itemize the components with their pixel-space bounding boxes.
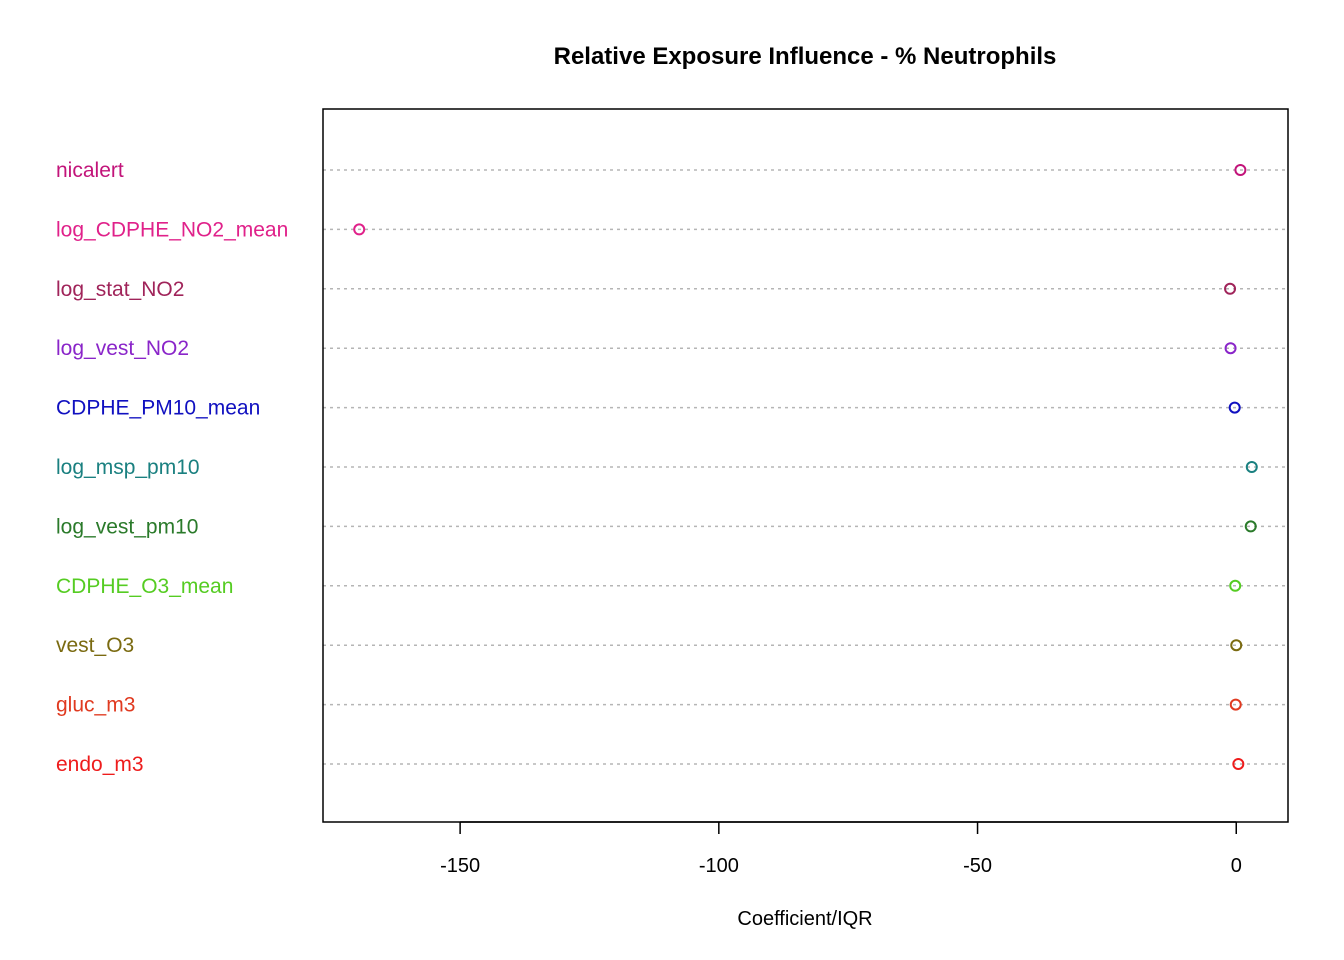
category-labels: nicalert log_CDPHE_NO2_mean log_stat_NO2lo… — [56, 159, 288, 776]
data-point — [353, 223, 366, 236]
data-point — [1234, 164, 1247, 176]
x-axis: -150 -100 -50 0 — [440, 821, 1242, 877]
x-tick-label: 0 — [1231, 855, 1242, 877]
x-tick-label: -150 — [440, 855, 480, 877]
data-point — [1229, 698, 1242, 711]
category-label: CDPHE_O3_mean — [56, 575, 233, 598]
plot-frame — [322, 108, 1289, 823]
data-points — [353, 164, 1258, 770]
category-label: gluc_m3 — [56, 694, 135, 717]
category-label: vest_O3 — [56, 634, 134, 657]
category-label: log_stat_NO2 — [56, 278, 184, 301]
data-point — [1228, 401, 1241, 414]
x-tick-label: -50 — [963, 855, 992, 877]
data-point — [1230, 639, 1243, 652]
category-label: CDPHE_PM10_mean — [56, 397, 260, 420]
data-point — [1244, 520, 1257, 533]
chart-title: Relative Exposure Influence - % Neutroph… — [554, 43, 1057, 70]
category-label: log_vest_pm10 — [56, 515, 198, 538]
category-label: log_vest_NO2 — [56, 337, 189, 360]
data-point — [1232, 758, 1245, 770]
category-label: log_msp_pm10 — [56, 456, 200, 479]
x-axis-label: Coefficient/IQR — [737, 908, 872, 930]
x-tick-label: -100 — [699, 855, 739, 877]
data-point — [1245, 461, 1258, 473]
data-point — [1224, 282, 1237, 295]
guide-lines — [323, 169, 1288, 765]
data-point — [1229, 579, 1242, 592]
category-label: nicalert — [56, 159, 124, 182]
category-label: endo_m3 — [56, 753, 144, 776]
category-label: log_CDPHE_NO2_mean — [56, 218, 288, 241]
data-point — [1224, 342, 1237, 355]
